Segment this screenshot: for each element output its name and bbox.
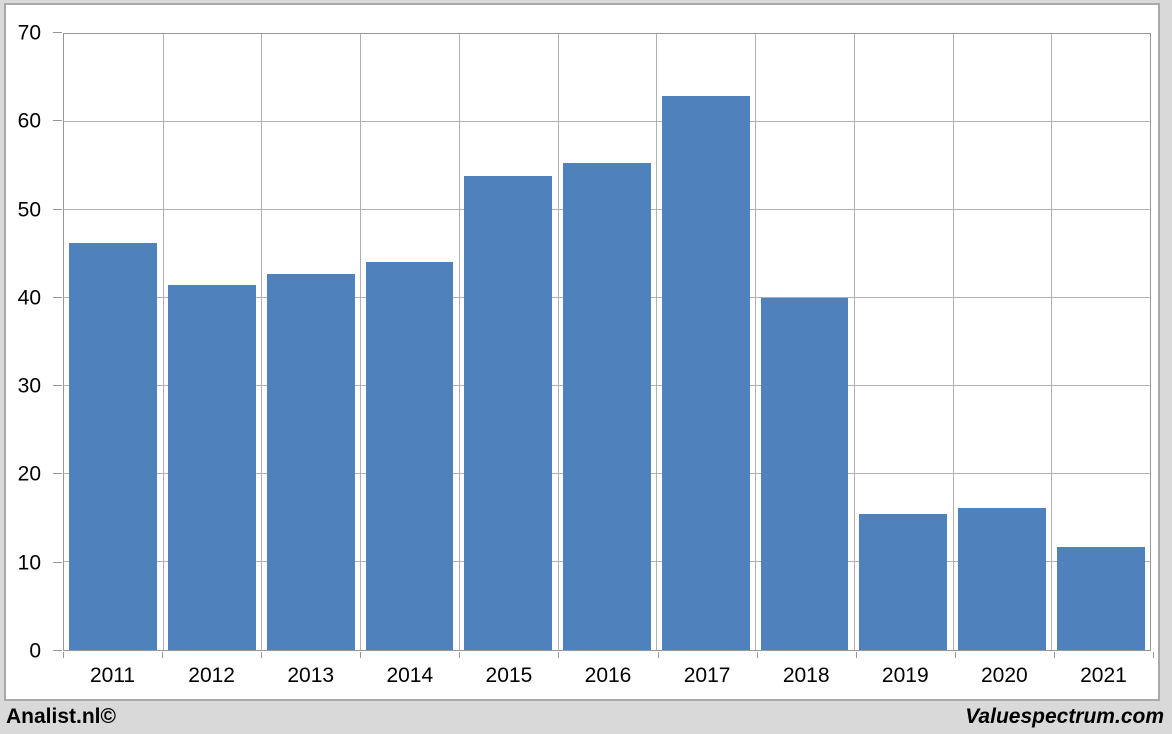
bar-column-2020: [953, 34, 1052, 650]
y-tick-label-10: 10: [17, 551, 41, 575]
bar-2014: [365, 261, 454, 650]
y-tick-label-50: 50: [17, 198, 41, 222]
x-tick-label-2013: 2013: [287, 664, 335, 687]
gridline-x-3: [360, 34, 362, 650]
x-tick-mark-6: [657, 652, 659, 658]
gridline-x-8: [853, 34, 855, 650]
x-tick-mark-4: [459, 652, 461, 658]
x-tick-label-2014: 2014: [386, 664, 434, 687]
y-tick-mark-10: [53, 561, 62, 563]
bar-2020: [957, 508, 1046, 650]
x-tick-label-2015: 2015: [485, 664, 533, 687]
gridline-x-6: [656, 34, 658, 650]
y-tick-mark-40: [53, 296, 62, 298]
bar-2011: [69, 243, 158, 650]
bar-column-2015: [459, 34, 558, 650]
y-tick-label-70: 70: [17, 21, 41, 45]
x-tick-mark-3: [360, 652, 362, 658]
bar-2017: [661, 95, 750, 650]
bar-column-2012: [163, 34, 262, 650]
x-tick-label-2012: 2012: [188, 664, 235, 687]
bar-column-2018: [755, 34, 854, 650]
x-tick-label-2017: 2017: [683, 664, 731, 687]
y-tick-label-60: 60: [17, 109, 41, 133]
chart-panel: 0 10 20 30 40 50 60 70 2011 2012 2013 2014 2015 2016…: [4, 3, 1160, 701]
x-tick-mark-0: [63, 652, 64, 658]
y-tick-label-0: 0: [29, 639, 41, 663]
gridline-x-2: [261, 34, 263, 650]
x-tick-mark-5: [558, 652, 560, 658]
gridline-x-7: [755, 34, 757, 650]
y-tick-mark-70: [53, 32, 62, 33]
bar-2016: [563, 163, 651, 650]
bar-2021: [1056, 547, 1145, 650]
x-tick-mark-1: [162, 652, 164, 658]
y-tick-mark-30: [53, 385, 62, 387]
x-tick-mark-9: [954, 652, 956, 658]
y-tick-mark-50: [53, 208, 62, 210]
y-tick-label-30: 30: [17, 374, 41, 398]
y-axis: 0 10 20 30 40 50 60 70: [6, 23, 63, 662]
bar-column-2014: [360, 34, 459, 650]
footer-brand-left: Analist.nl©: [6, 705, 116, 728]
x-tick-label-2019: 2019: [881, 664, 929, 687]
y-tick-label-20: 20: [17, 462, 41, 486]
gridline-y-60: [64, 121, 1150, 122]
x-tick-mark-10: [1053, 652, 1055, 658]
gridline-x-9: [952, 34, 954, 650]
x-tick-mark-8: [855, 652, 857, 658]
y-tick-mark-20: [53, 473, 62, 475]
bar-column-2017: [656, 34, 755, 650]
plot-area: [63, 33, 1151, 651]
x-tick-label-2020: 2020: [981, 664, 1028, 687]
x-tick-label-2018: 2018: [782, 664, 830, 687]
x-tick-label-2021: 2021: [1080, 664, 1127, 687]
bar-column-2016: [558, 34, 657, 650]
gridline-x-5: [557, 34, 559, 650]
gridline-x-1: [162, 34, 164, 650]
x-tick-mark-11: [1153, 652, 1154, 658]
y-tick-mark-60: [53, 120, 62, 122]
bar-2012: [168, 284, 256, 650]
footer-bar: Analist.nl© Valuespectrum.com: [0, 703, 1172, 734]
gridline-x-10: [1051, 34, 1053, 650]
bar-column-2021: [1051, 34, 1150, 650]
x-tick-mark-2: [261, 652, 263, 658]
bar-column-2011: [64, 34, 163, 650]
gridline-x-4: [458, 34, 460, 650]
x-tick-mark-7: [756, 652, 758, 658]
x-axis: 2011 2012 2013 2014 2015 2016 2017 2018 2019 2020…: [63, 652, 1154, 692]
footer-brand-right: Valuespectrum.com: [965, 705, 1164, 728]
bar-2019: [859, 514, 948, 650]
x-tick-label-2011: 2011: [89, 664, 136, 687]
x-tick-label-2016: 2016: [584, 664, 632, 687]
bar-column-2019: [854, 34, 953, 650]
bar-column-2013: [261, 34, 360, 650]
bar-2015: [464, 175, 553, 650]
y-tick-label-40: 40: [17, 286, 41, 310]
bar-2013: [266, 274, 355, 650]
y-tick-mark-0: [53, 650, 62, 651]
bar-2018: [760, 298, 849, 650]
